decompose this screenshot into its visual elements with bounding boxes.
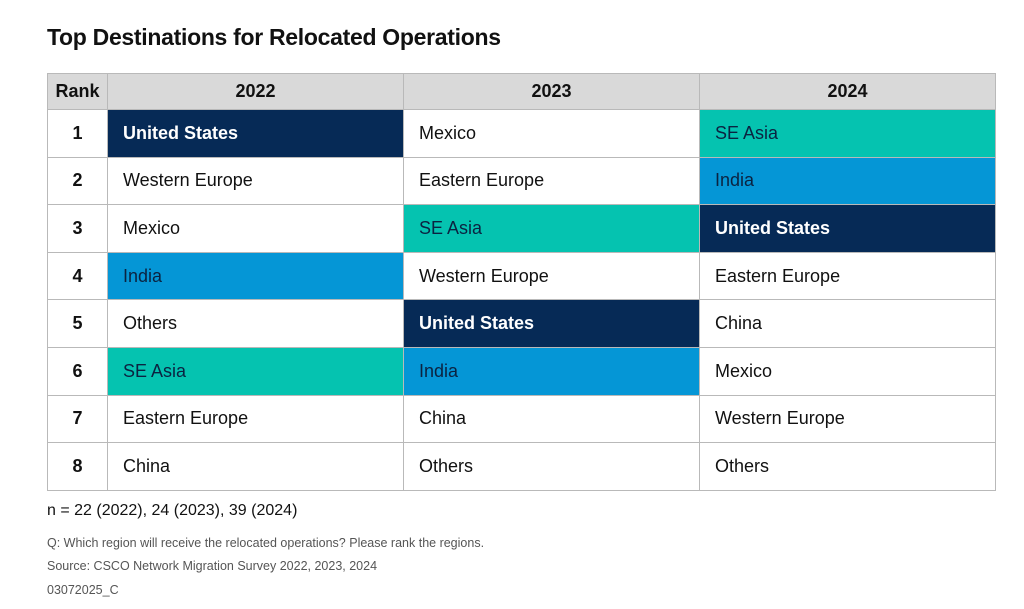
region-cell: SE Asia: [699, 109, 996, 158]
region-cell: China: [699, 299, 996, 348]
table-row: 1 United States Mexico SE Asia: [47, 109, 996, 158]
rank-cell: 3: [47, 204, 108, 253]
table-row: 7 Eastern Europe China Western Europe: [47, 394, 996, 444]
region-cell: United States: [107, 109, 404, 158]
region-cell: India: [699, 156, 996, 206]
rank-cell: 1: [47, 109, 108, 158]
table-body: 1 United States Mexico SE Asia 2 Western Euro…: [47, 109, 996, 491]
sample-note: n = 22 (2022), 24 (2023), 39 (2024): [47, 502, 298, 519]
region-cell: Western Europe: [699, 394, 996, 444]
region-cell: Western Europe: [403, 251, 700, 301]
table-row: 6 SE Asia India Mexico: [47, 346, 996, 396]
region-cell: Eastern Europe: [107, 394, 404, 444]
table-row: 8 China Others Others: [47, 442, 996, 491]
source-note: Source: CSCO Network Migration Survey 20…: [47, 559, 378, 573]
region-cell: Others: [699, 442, 996, 491]
rank-cell: 5: [47, 299, 108, 348]
region-cell: India: [403, 346, 700, 396]
region-cell: SE Asia: [107, 346, 404, 396]
rank-cell: 8: [47, 442, 108, 491]
region-cell: Western Europe: [107, 156, 404, 206]
region-cell: Mexico: [699, 346, 996, 396]
region-cell: Others: [107, 299, 404, 348]
header-cell: 2023: [403, 73, 700, 110]
region-cell: China: [403, 394, 700, 444]
region-cell: China: [107, 442, 404, 491]
region-cell: Mexico: [403, 109, 700, 158]
rank-cell: 4: [47, 251, 108, 301]
rank-cell: 2: [47, 156, 108, 206]
header-cell: 2022: [107, 73, 404, 110]
header-cell: Rank: [47, 73, 108, 110]
table-row: 3 Mexico SE Asia United States: [47, 204, 996, 253]
rank-cell: 7: [47, 394, 108, 444]
table-row: 4 India Western Europe Eastern Europe: [47, 251, 996, 301]
header-row: Rank 2022 2023 2024: [47, 73, 996, 110]
ranking-table: Rank 2022 2023 2024 1 United States Mexico SE …: [47, 73, 996, 491]
region-cell: United States: [699, 204, 996, 253]
header-cell: 2024: [699, 73, 996, 110]
region-cell: United States: [403, 299, 700, 348]
region-cell: Mexico: [107, 204, 404, 253]
title: Top Destinations for Relocated Operation…: [47, 24, 501, 50]
region-cell: Eastern Europe: [403, 156, 700, 206]
rank-cell: 6: [47, 346, 108, 396]
region-cell: India: [107, 251, 404, 301]
question-note: Q: Which region will receive the relocat…: [47, 536, 485, 550]
code-note: 03072025_C: [47, 583, 119, 597]
region-cell: SE Asia: [403, 204, 700, 253]
table-header: Rank 2022 2023 2024: [47, 73, 996, 110]
table-row: 5 Others United States China: [47, 299, 996, 348]
table-row: 2 Western Europe Eastern Europe India: [47, 156, 996, 206]
region-cell: Eastern Europe: [699, 251, 996, 301]
region-cell: Others: [403, 442, 700, 491]
